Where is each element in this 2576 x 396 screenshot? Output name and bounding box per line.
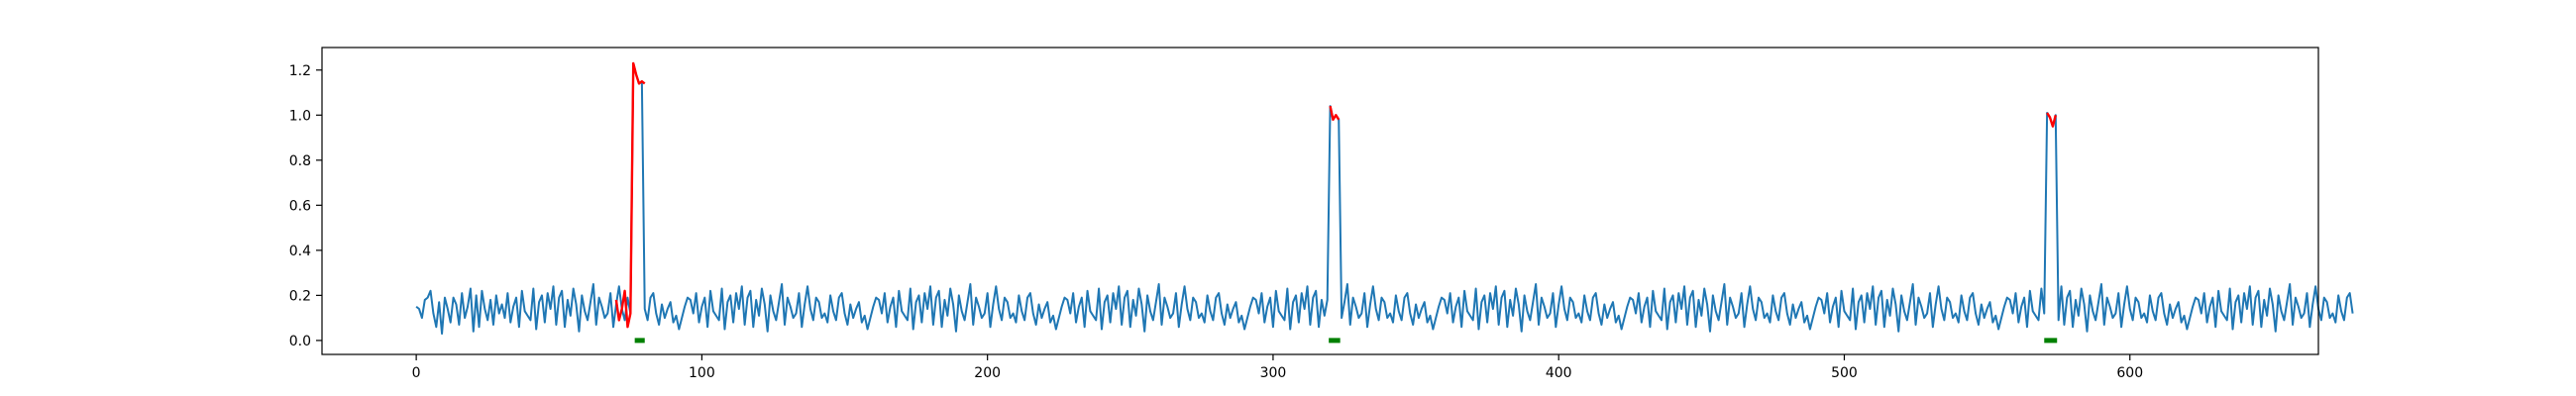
y-tick-label: 0.2: [289, 288, 311, 304]
x-tick-label: 400: [1546, 365, 1572, 381]
anomaly-segment-2: [2046, 112, 2057, 128]
y-tick-label: 0.6: [289, 198, 311, 214]
x-tick-label: 300: [1260, 365, 1287, 381]
x-tick-label: 600: [2116, 365, 2143, 381]
axes-frame: [321, 47, 2319, 355]
y-tick-label: 0.0: [289, 334, 311, 349]
plot-area: [415, 61, 2354, 344]
series-line: [415, 61, 2354, 336]
y-axis: 0.0 0.2 0.4 0.6 0.8 1.0 1.2: [289, 63, 322, 349]
x-axis: 0 100 200 300 400 500 600: [412, 354, 2143, 381]
x-tick-label: 500: [1831, 365, 1858, 381]
y-tick-label: 1.2: [289, 63, 311, 79]
x-tick-label: 200: [974, 365, 1001, 381]
anomaly-segment-1: [1329, 105, 1341, 122]
y-tick-label: 0.8: [289, 153, 311, 169]
anomaly-segment-0: [614, 61, 646, 329]
y-tick-label: 1.0: [289, 108, 311, 124]
y-tick-label: 0.4: [289, 244, 311, 259]
x-tick-label: 100: [689, 365, 715, 381]
x-tick-label: 0: [412, 365, 421, 381]
